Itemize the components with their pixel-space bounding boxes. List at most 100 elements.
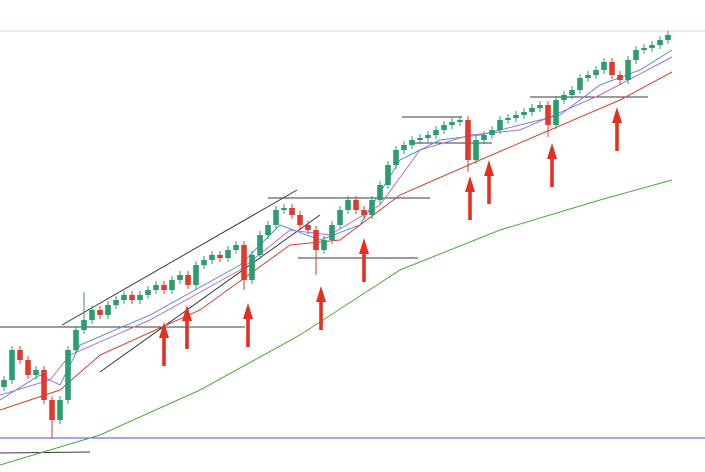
candle-body	[105, 305, 111, 315]
candle-body	[513, 115, 519, 118]
candle-body	[561, 95, 567, 100]
candle-body	[129, 295, 135, 300]
candle-body	[265, 225, 271, 235]
candle-body	[385, 165, 391, 185]
candle-body	[25, 360, 31, 375]
candle-body	[601, 62, 607, 70]
candle-body	[233, 245, 239, 250]
arrow-shaft	[615, 121, 619, 151]
candle-body	[57, 400, 63, 420]
candle-body	[465, 120, 471, 160]
arrow-head	[547, 143, 557, 159]
arrow-marker	[612, 107, 622, 151]
candle-body	[161, 285, 167, 290]
moving-average	[0, 49, 673, 401]
candle-body	[553, 100, 559, 125]
candle-body	[297, 215, 303, 225]
candle-body	[185, 275, 191, 285]
candle-body	[249, 255, 255, 280]
candle-body	[545, 105, 551, 125]
candle-body	[113, 300, 119, 305]
candle-body	[153, 285, 159, 290]
moving-average	[0, 56, 673, 396]
candle-body	[473, 140, 479, 160]
trend-line	[61, 189, 298, 326]
candle-body	[201, 260, 207, 265]
candle-body	[177, 275, 183, 280]
candle-body	[137, 295, 143, 300]
candle-body	[257, 235, 263, 255]
candle-body	[497, 120, 503, 130]
candle-body	[529, 108, 535, 112]
candle-body	[441, 125, 447, 130]
candle-body	[633, 50, 639, 60]
arrow-marker	[182, 305, 192, 349]
arrow-shaft	[246, 317, 250, 347]
arrow-head	[359, 238, 369, 254]
candle-body	[225, 250, 231, 258]
candle-body	[209, 255, 215, 260]
candle-body	[321, 240, 327, 250]
candle-body	[305, 225, 311, 230]
arrow-head	[243, 303, 253, 319]
candle-body	[425, 135, 431, 138]
arrow-head	[316, 286, 326, 302]
moving-average	[0, 179, 673, 466]
arrow-marker	[243, 303, 253, 347]
candle-body	[401, 145, 407, 150]
candle-body	[337, 210, 343, 225]
candle-body	[417, 138, 423, 140]
arrow-shaft	[362, 252, 366, 282]
candle-body	[505, 118, 511, 120]
candle-body	[377, 185, 383, 200]
arrow-marker	[159, 322, 169, 366]
candle-body	[641, 48, 647, 50]
candle-body	[41, 370, 47, 400]
candle-body	[145, 290, 151, 295]
trend-line	[99, 214, 321, 373]
candle-body	[521, 112, 527, 115]
candle-body	[241, 245, 247, 280]
arrow-marker	[465, 176, 475, 220]
candle-body	[33, 370, 39, 375]
candle-body	[537, 105, 543, 108]
arrow-marker	[359, 238, 369, 282]
candle-body	[481, 135, 487, 140]
candle-body	[353, 200, 359, 210]
candle-body	[273, 210, 279, 225]
candle-body	[457, 120, 463, 122]
candle-body	[81, 320, 87, 330]
candle-body	[49, 400, 55, 420]
arrow-head	[182, 305, 192, 321]
arrow-shaft	[319, 300, 323, 330]
arrow-head	[159, 322, 169, 338]
candle-body	[409, 140, 415, 145]
candle-body	[65, 350, 71, 400]
candle-body	[17, 350, 23, 360]
candle-body	[217, 255, 223, 258]
candle-body	[617, 75, 623, 80]
arrow-head	[612, 107, 622, 123]
arrow-shaft	[468, 190, 472, 220]
candle-body	[577, 78, 583, 90]
arrow-shaft	[550, 157, 554, 187]
arrow-marker	[316, 286, 326, 330]
candle-body	[393, 150, 399, 165]
candle-body	[9, 350, 15, 380]
candle-body	[89, 310, 95, 320]
candle-body	[593, 70, 599, 75]
candle-body	[649, 45, 655, 48]
candle-body	[121, 295, 127, 300]
candle-body	[97, 310, 103, 315]
candle-body	[73, 330, 79, 350]
arrow-shaft	[487, 174, 491, 204]
moving-average	[0, 71, 673, 411]
candle-body	[665, 35, 671, 40]
candle-body	[1, 380, 7, 387]
candle-body	[489, 130, 495, 135]
candle-body	[657, 40, 663, 45]
candle-body	[585, 75, 591, 78]
candle-body	[345, 200, 351, 210]
